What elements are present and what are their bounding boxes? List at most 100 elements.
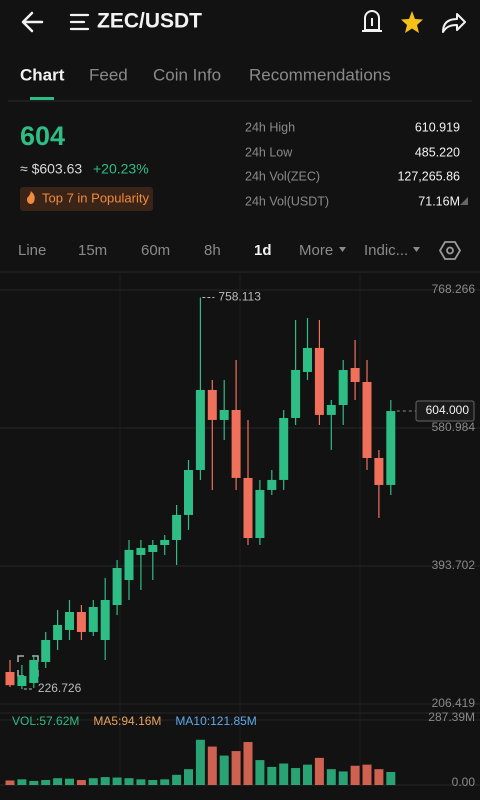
candle-body [136,547,146,555]
volume-bar [267,766,277,785]
timeframe[interactable]: 8h [204,242,221,259]
volume-bar [314,757,324,785]
y-tick-label: 393.702 [432,558,476,572]
stat-label: 24h Vol(USDT) [245,194,329,208]
candle-body [219,410,229,420]
volume-bar [231,751,241,785]
y-tick-label: 580.984 [432,420,476,434]
candle-body [303,347,312,372]
volume-bar [5,780,15,785]
candle-body [17,675,27,686]
tab[interactable]: Feed [89,65,128,84]
volume-bar [112,777,122,785]
menu-icon[interactable] [69,13,90,31]
volume-bar [386,771,396,785]
badge-bg[interactable] [20,187,153,211]
volume-bar [100,777,110,785]
volume-bar [53,778,63,785]
stat-value: 127,265.86 [397,169,460,183]
volume-legend: MA5:94.16M [93,714,161,728]
candle-body [88,606,98,632]
candle-body [279,417,289,480]
candle-body [29,659,39,683]
volume-bar [184,769,193,785]
candle-body [76,611,86,632]
timeframe[interactable]: 1d [254,242,272,259]
corner-icon [460,197,468,205]
candle-body [5,671,15,686]
expand-icon[interactable] [17,655,39,677]
last-price: 604 [20,121,65,151]
volume-bar [243,742,253,785]
volume-bar [362,764,372,785]
candle-body [184,469,193,515]
candle-body [100,599,110,641]
volume-bar [148,780,158,785]
timeframe[interactable]: 15m [78,242,107,259]
stat-value: 71.16M [418,194,460,208]
tab[interactable]: Coin Info [153,65,221,84]
y-tick-label: 206.419 [432,696,476,710]
stat-label: 24h High [245,120,295,134]
volume-bar [17,779,27,785]
candle-body [362,382,372,458]
low-label: 226.726 [38,681,82,695]
stat-value: 610.919 [415,120,460,134]
tab-indicator [30,97,54,100]
pair-title[interactable]: ZEC/USDT [97,10,202,33]
favorite-star[interactable] [401,11,423,33]
timeframe[interactable]: Line [18,242,46,259]
dropdown-caret [413,247,420,252]
dropdown-caret [339,247,346,252]
candle-body [172,514,182,541]
volume-bar [172,774,182,785]
volume-bar [88,778,98,785]
candle-body [267,479,277,490]
timeframe[interactable]: 60m [141,242,170,259]
tab[interactable]: Chart [20,65,65,84]
settings-icon[interactable] [438,241,462,260]
candle-body [386,411,396,485]
volume-bar [219,755,229,785]
candle-body [314,347,324,415]
candle-body [291,369,301,418]
back-button[interactable] [21,11,44,33]
last-price-box [415,400,475,422]
volume-bar [29,780,39,785]
volume-legend: MA10:121.85M [175,714,256,728]
candle-body [65,611,74,630]
y-tick-label: 0.00 [452,775,476,789]
candle-body [374,457,384,485]
fiat-price: ≈ $603.63 [20,161,82,177]
candle-body [160,540,170,546]
candle-body [53,624,63,641]
volume-legend: VOL:57.62M [12,714,79,728]
timeframe[interactable]: Indic... [364,242,408,259]
volume-bar [350,765,360,785]
volume-bar [255,760,265,785]
volume-bar [291,768,301,785]
y-tick-label: 287.39M [428,710,475,724]
volume-bar [326,769,336,785]
tab[interactable]: Recommendations [249,65,391,84]
high-label: 758.113 [218,290,261,304]
volume-bar [136,779,146,785]
volume-bar [303,764,312,785]
candle-body [338,369,348,405]
y-tick-label: 768.266 [432,282,476,296]
fire-icon [26,191,35,205]
candle-body [243,477,253,539]
stat-label: 24h Vol(ZEC) [245,169,320,183]
volume-bar [207,746,217,785]
candle-body [41,640,51,662]
alert-icon[interactable] [362,10,382,32]
share-icon[interactable] [442,13,466,33]
volume-bar [374,769,384,785]
volume-bar [65,778,74,785]
candle-body [112,568,122,605]
badge-text[interactable]: Top 7 in Popularity [42,190,149,205]
timeframe[interactable]: More [299,242,333,259]
volume-bar [195,739,205,785]
